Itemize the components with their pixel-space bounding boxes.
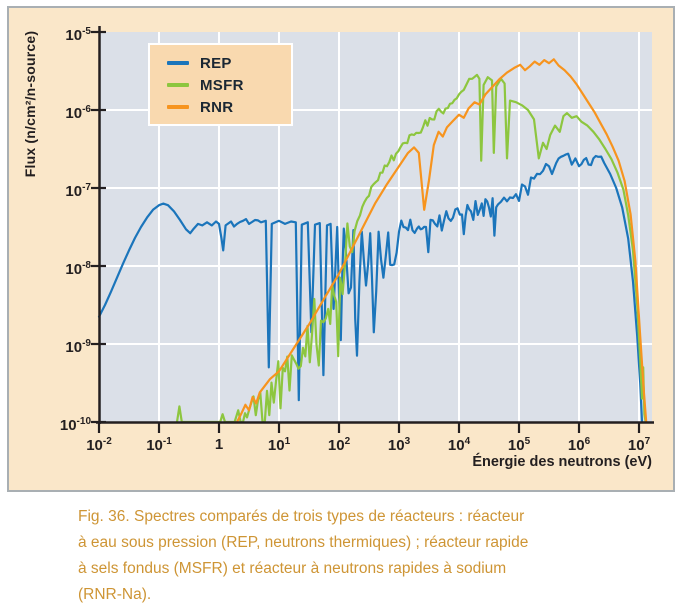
caption-line: (RNR-Na). [78, 586, 152, 603]
legend-item-rep: REP [150, 52, 291, 74]
x-axis-title: Énergie des neutrons (eV) [472, 454, 652, 470]
rep-series-line [97, 152, 644, 424]
rep-line-swatch [167, 61, 189, 65]
figure-caption: Fig. 36. Spectres comparés de trois type… [78, 504, 663, 608]
y-tick-label: 10-9 [65, 338, 91, 356]
caption-line: Fig. 36. Spectres comparés de trois type… [78, 508, 525, 525]
x-tick-label: 101 [267, 436, 291, 454]
caption-line: à sels fondus (MSFR) et réacteur à neutr… [78, 560, 507, 577]
x-tick-label: 102 [327, 436, 351, 454]
x-tick-label: 1 [214, 436, 224, 453]
x-tick-label: 105 [507, 436, 531, 454]
y-tick-label: 10-7 [65, 182, 91, 200]
x-tick-label: 106 [567, 436, 591, 454]
y-tick-label: 10-10 [59, 416, 91, 434]
legend-label-rnr: RNR [200, 98, 234, 116]
x-tick-label: 10-2 [86, 436, 112, 454]
msfr-line-swatch [167, 83, 189, 87]
legend: REP MSFR RNR [148, 43, 293, 126]
y-tick-label: 10-5 [65, 26, 91, 44]
x-tick-label: 107 [627, 436, 651, 454]
y-tick-label: 10-8 [65, 260, 91, 278]
x-tick-label: 103 [387, 436, 411, 454]
caption-line: à eau sous pression (REP, neutrons therm… [78, 534, 529, 551]
rnr-line-swatch [167, 105, 189, 109]
legend-label-msfr: MSFR [200, 76, 244, 94]
x-tick-label: 104 [447, 436, 471, 454]
spectra-chart [91, 26, 654, 433]
legend-item-msfr: MSFR [150, 74, 291, 96]
legend-item-rnr: RNR [150, 96, 291, 118]
msfr-series-line [175, 73, 647, 424]
x-tick-label: 10-1 [146, 436, 172, 454]
y-tick-label: 10-6 [65, 104, 91, 122]
legend-label-rep: REP [200, 54, 232, 72]
rnr-series-line [235, 58, 648, 424]
